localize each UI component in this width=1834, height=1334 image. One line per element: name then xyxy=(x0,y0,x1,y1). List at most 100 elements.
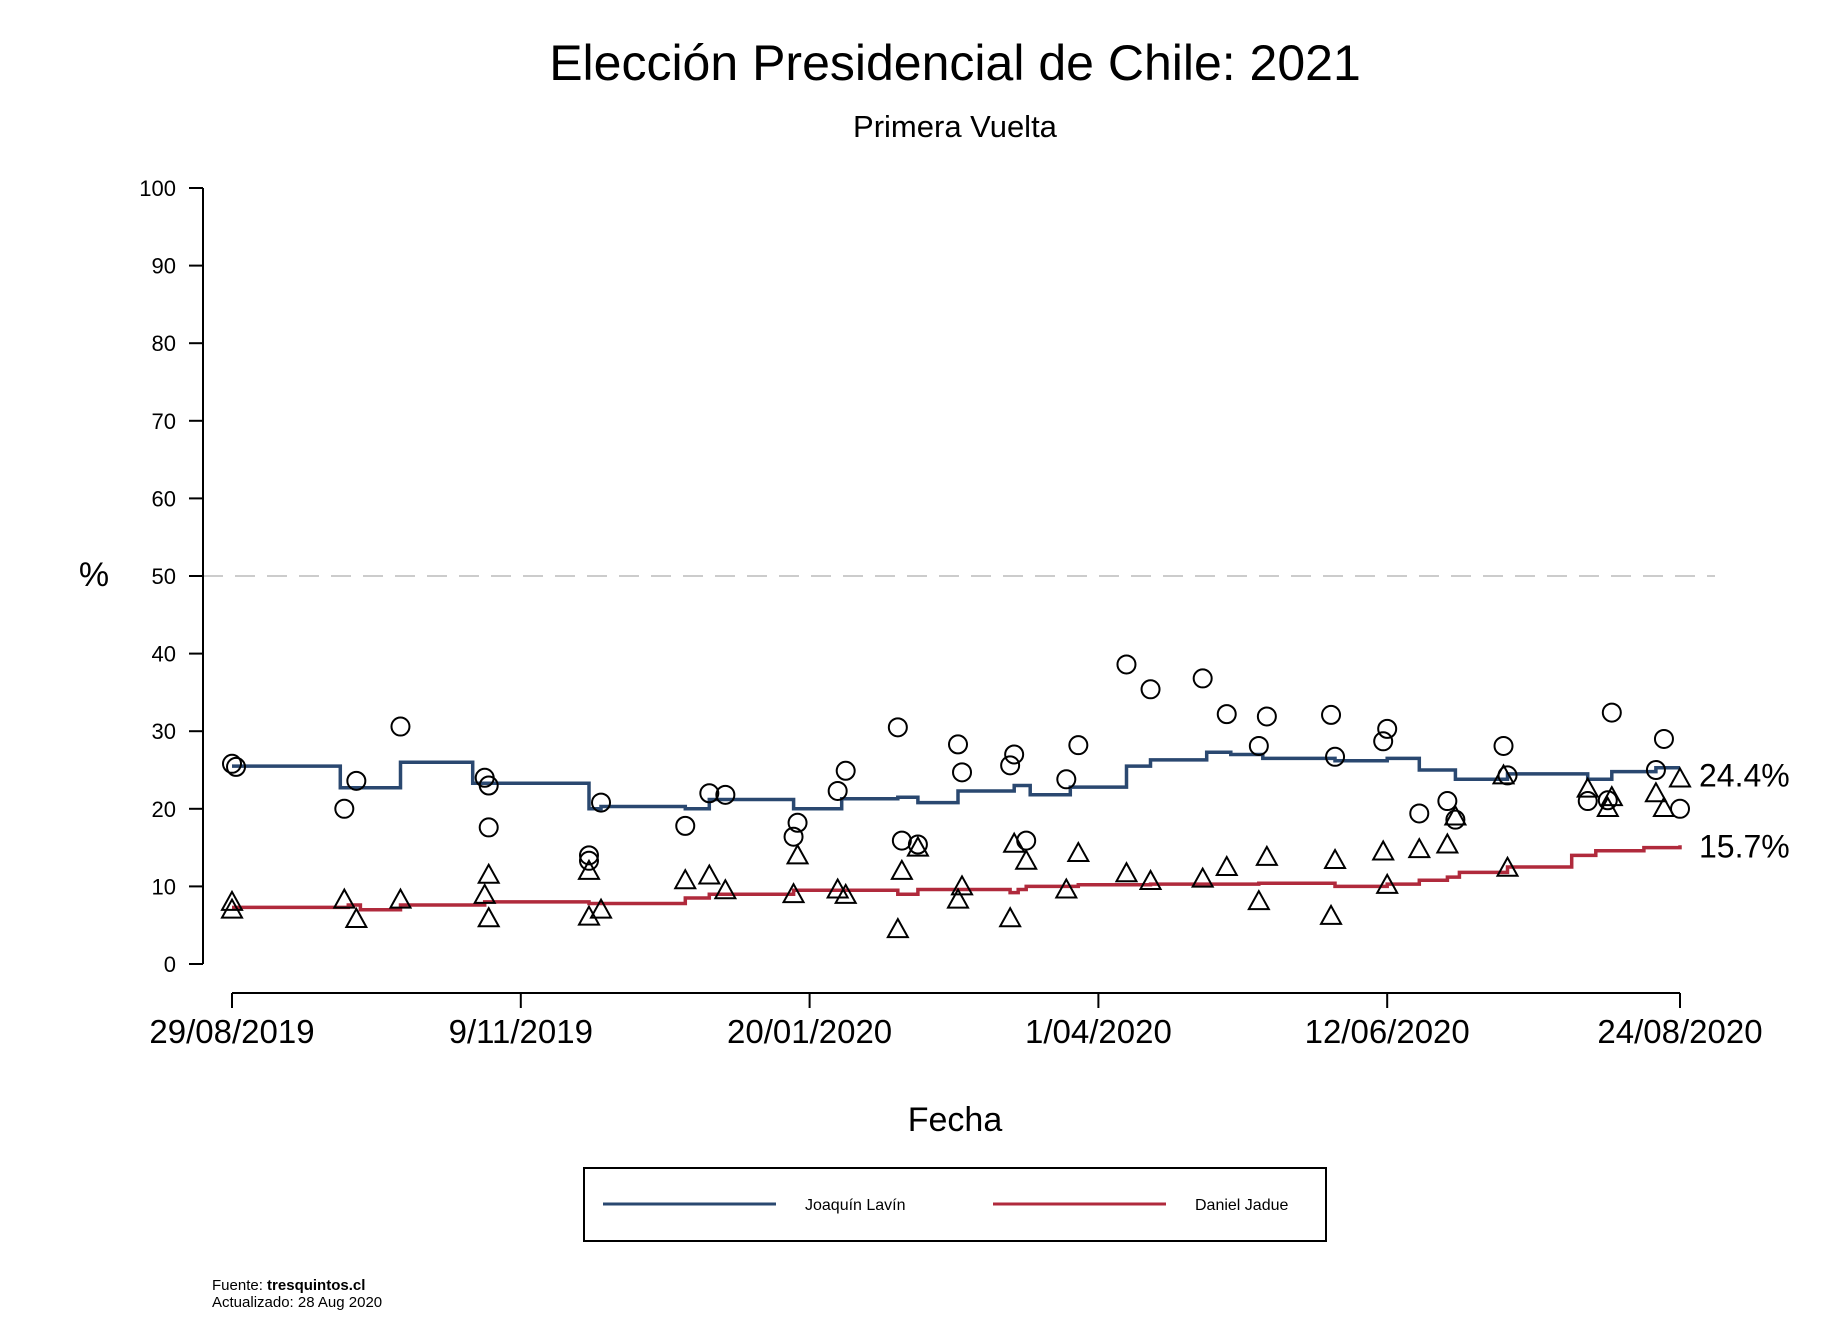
poll-point-lavin xyxy=(222,753,242,774)
poll-point-jadue xyxy=(1576,776,1600,798)
end-label-jadue: 15.7% xyxy=(1699,828,1790,864)
poll-point-lavin xyxy=(1409,803,1430,824)
poll-point-lavin xyxy=(1116,654,1137,675)
y-tick-label: 50 xyxy=(152,564,176,589)
x-tick-label: 29/08/2019 xyxy=(149,1013,314,1050)
poll-point-jadue xyxy=(388,887,413,909)
poll-point-jadue xyxy=(1247,889,1271,911)
poll-point-jadue xyxy=(577,904,601,926)
poll-point-lavin xyxy=(1248,735,1269,756)
poll-point-jadue xyxy=(1255,844,1279,866)
poll-point-jadue xyxy=(577,858,601,880)
y-tick-label: 70 xyxy=(152,409,176,434)
poll-point-lavin xyxy=(478,775,499,796)
poll-point-jadue xyxy=(906,835,930,857)
poll-point-jadue xyxy=(673,868,697,890)
poll-point-jadue xyxy=(890,858,914,880)
poll-point-lavin xyxy=(1493,735,1514,756)
source-site: tresquintos.cl xyxy=(267,1277,366,1294)
poll-point-lavin xyxy=(948,734,969,755)
poll-point-jadue xyxy=(781,882,806,904)
source-label: Fuente: xyxy=(212,1277,263,1294)
poll-point-jadue xyxy=(1495,855,1520,877)
x-tick-label: 20/01/2020 xyxy=(727,1013,892,1050)
poll-point-lavin xyxy=(1377,718,1398,739)
poll-point-jadue xyxy=(1066,840,1091,863)
poll-point-lavin xyxy=(1601,702,1622,723)
poll-point-lavin xyxy=(887,717,908,738)
poll-point-jadue xyxy=(950,874,974,896)
poll-point-jadue xyxy=(220,889,244,911)
poll-point-lavin xyxy=(1653,728,1674,749)
poll-point-lavin xyxy=(578,850,599,871)
poll-point-lavin xyxy=(390,716,411,737)
poll-point-lavin xyxy=(835,760,856,781)
poll-point-lavin xyxy=(578,845,599,866)
poll-point-lavin xyxy=(1325,746,1346,767)
poll-point-jadue xyxy=(785,843,810,865)
poll-point-jadue xyxy=(1668,766,1692,788)
poll-point-jadue xyxy=(1371,839,1395,861)
poll-point-jadue xyxy=(1319,903,1343,925)
poll-point-lavin xyxy=(1004,744,1025,765)
poll-point-jadue xyxy=(1190,866,1215,888)
poll-point-lavin xyxy=(334,798,355,819)
updated-date: Actualizado: 28 Aug 2020 xyxy=(212,1294,383,1311)
poll-point-jadue xyxy=(713,878,738,900)
poll-point-jadue xyxy=(344,906,369,928)
y-axis-title: % xyxy=(79,556,109,594)
end-label-lavin: 24.4% xyxy=(1699,758,1790,794)
poll-point-lavin xyxy=(675,815,696,836)
trend-line-lavin xyxy=(232,750,1680,811)
x-tick-label: 1/04/2020 xyxy=(1025,1013,1172,1050)
y-tick-label: 100 xyxy=(139,176,176,201)
poll-point-lavin xyxy=(226,756,247,777)
poll-point-jadue xyxy=(1596,795,1620,818)
y-tick-label: 80 xyxy=(152,331,176,356)
y-tick-label: 90 xyxy=(152,254,176,279)
poll-point-jadue xyxy=(477,862,501,884)
poll-point-jadue xyxy=(1054,877,1079,899)
poll-point-jadue xyxy=(1491,763,1516,785)
poll-point-lavin xyxy=(1016,830,1037,851)
poll-point-jadue xyxy=(477,906,501,928)
poll-point-jadue xyxy=(1014,848,1038,870)
x-tick-label: 9/11/2019 xyxy=(449,1013,593,1050)
legend-label-jadue: Daniel Jadue xyxy=(1195,1197,1289,1214)
poll-point-jadue xyxy=(1652,795,1676,818)
poll-point-lavin xyxy=(907,834,928,855)
x-tick-label: 24/08/2020 xyxy=(1597,1013,1762,1050)
poll-point-jadue xyxy=(1644,781,1668,803)
poll-point-lavin xyxy=(1437,791,1458,812)
poll-point-jadue xyxy=(1375,872,1399,894)
poll-point-lavin xyxy=(783,826,804,847)
poll-point-lavin xyxy=(787,812,808,833)
poll-point-jadue xyxy=(946,887,970,909)
poll-point-jadue xyxy=(1114,861,1139,883)
poll-point-jadue xyxy=(833,882,858,904)
poll-point-jadue xyxy=(472,882,497,904)
x-axis-title: Fecha xyxy=(908,1101,1003,1139)
y-tick-label: 10 xyxy=(152,874,176,899)
poll-point-lavin xyxy=(1577,791,1598,812)
poll-point-jadue xyxy=(697,863,722,885)
source-note: Fuente: tresquintos.cl Actualizado: 28 A… xyxy=(212,1277,382,1311)
poll-point-jadue xyxy=(1435,832,1460,854)
y-tick-label: 40 xyxy=(152,642,176,667)
poll-point-jadue xyxy=(220,897,244,919)
poll-point-jadue xyxy=(998,906,1022,928)
poll-point-jadue xyxy=(589,897,613,919)
poll-point-lavin xyxy=(1056,769,1077,790)
poll-point-lavin xyxy=(952,762,973,783)
poll-point-lavin xyxy=(827,780,848,801)
chart-subtitle: Primera Vuelta xyxy=(853,109,1058,144)
poll-point-lavin xyxy=(1000,755,1021,776)
legend-label-lavin: Joaquín Lavín xyxy=(805,1197,906,1214)
poll-point-jadue xyxy=(1002,831,1026,853)
poll-point-jadue xyxy=(1443,804,1468,826)
poll-point-jadue xyxy=(1138,868,1163,890)
poll-point-lavin xyxy=(1445,809,1466,830)
poll-point-jadue xyxy=(1323,847,1347,870)
poll-point-lavin xyxy=(1140,679,1161,700)
